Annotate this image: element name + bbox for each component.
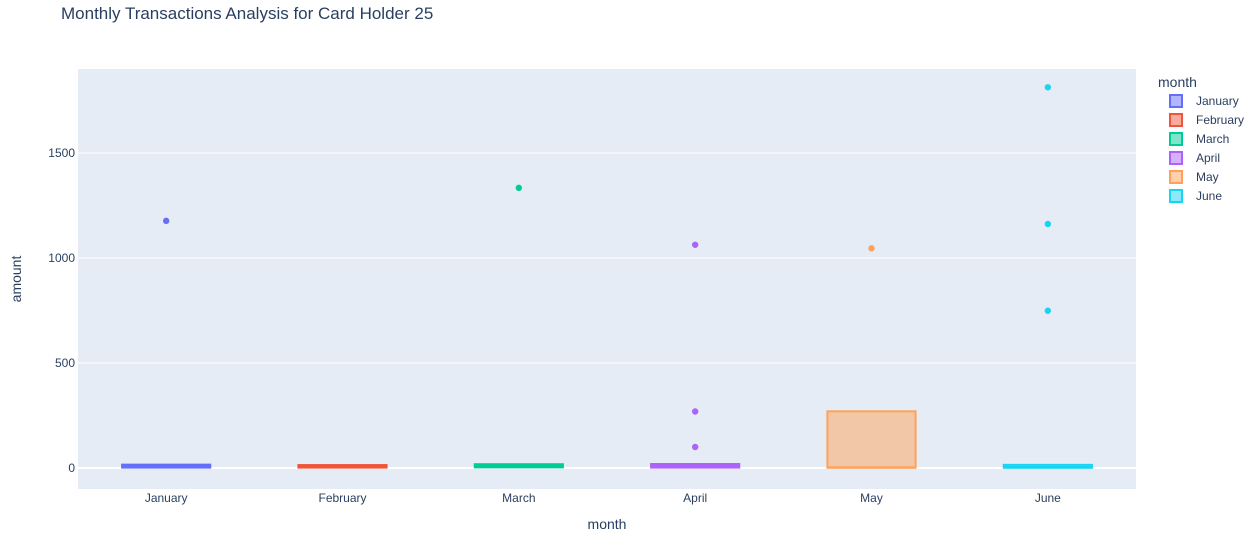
box-plots xyxy=(121,84,1093,469)
legend-label: February xyxy=(1196,113,1244,127)
legend-title: month xyxy=(1158,74,1197,90)
legend-swatch xyxy=(1169,170,1183,184)
box-may xyxy=(826,245,917,469)
box-february xyxy=(297,464,388,469)
box-january xyxy=(121,217,212,469)
y-tick-label: 0 xyxy=(68,461,75,475)
outlier-point xyxy=(1044,220,1052,228)
legend-swatch xyxy=(1169,151,1183,165)
legend-swatch xyxy=(1169,189,1183,203)
y-tick-label: 500 xyxy=(55,356,75,370)
outlier-point xyxy=(868,245,875,252)
legend-swatch xyxy=(1169,113,1183,127)
y-tick-label: 1000 xyxy=(48,251,75,265)
legend-swatch xyxy=(1169,94,1183,108)
box-march xyxy=(473,184,564,469)
outlier-point xyxy=(691,443,699,451)
legend-label: March xyxy=(1196,132,1229,146)
box-body xyxy=(826,410,917,469)
plot-area xyxy=(78,69,1136,489)
box-june xyxy=(1002,84,1093,469)
legend: month January February March April May June xyxy=(1158,74,1244,203)
outlier-point xyxy=(162,217,170,225)
x-tick-label: June xyxy=(1035,491,1061,505)
x-tick-label: March xyxy=(502,491,535,505)
x-tick-label: May xyxy=(860,491,883,505)
y-tick-label: 1500 xyxy=(48,146,75,160)
x-tick-label: January xyxy=(145,491,188,505)
outlier-point xyxy=(1044,307,1052,314)
outlier-point xyxy=(1044,84,1052,91)
chart-title: Monthly Transactions Analysis for Card H… xyxy=(61,4,433,23)
x-tick-labels: January February March April May June xyxy=(145,491,1061,505)
x-axis-title: month xyxy=(588,516,627,532)
outlier-point xyxy=(691,241,699,248)
legend-label: June xyxy=(1196,189,1222,203)
outlier-point xyxy=(515,184,523,192)
legend-label: May xyxy=(1196,170,1219,184)
y-axis-title: amount xyxy=(8,256,24,303)
y-tick-labels: 0 500 1000 1500 xyxy=(48,146,75,475)
x-tick-label: February xyxy=(318,491,366,505)
legend-label: April xyxy=(1196,151,1220,165)
legend-swatch xyxy=(1169,132,1183,146)
gridlines xyxy=(78,152,1136,469)
x-tick-label: April xyxy=(683,491,707,505)
outlier-point xyxy=(691,408,699,415)
box-april xyxy=(650,241,741,469)
legend-label: January xyxy=(1196,94,1239,108)
